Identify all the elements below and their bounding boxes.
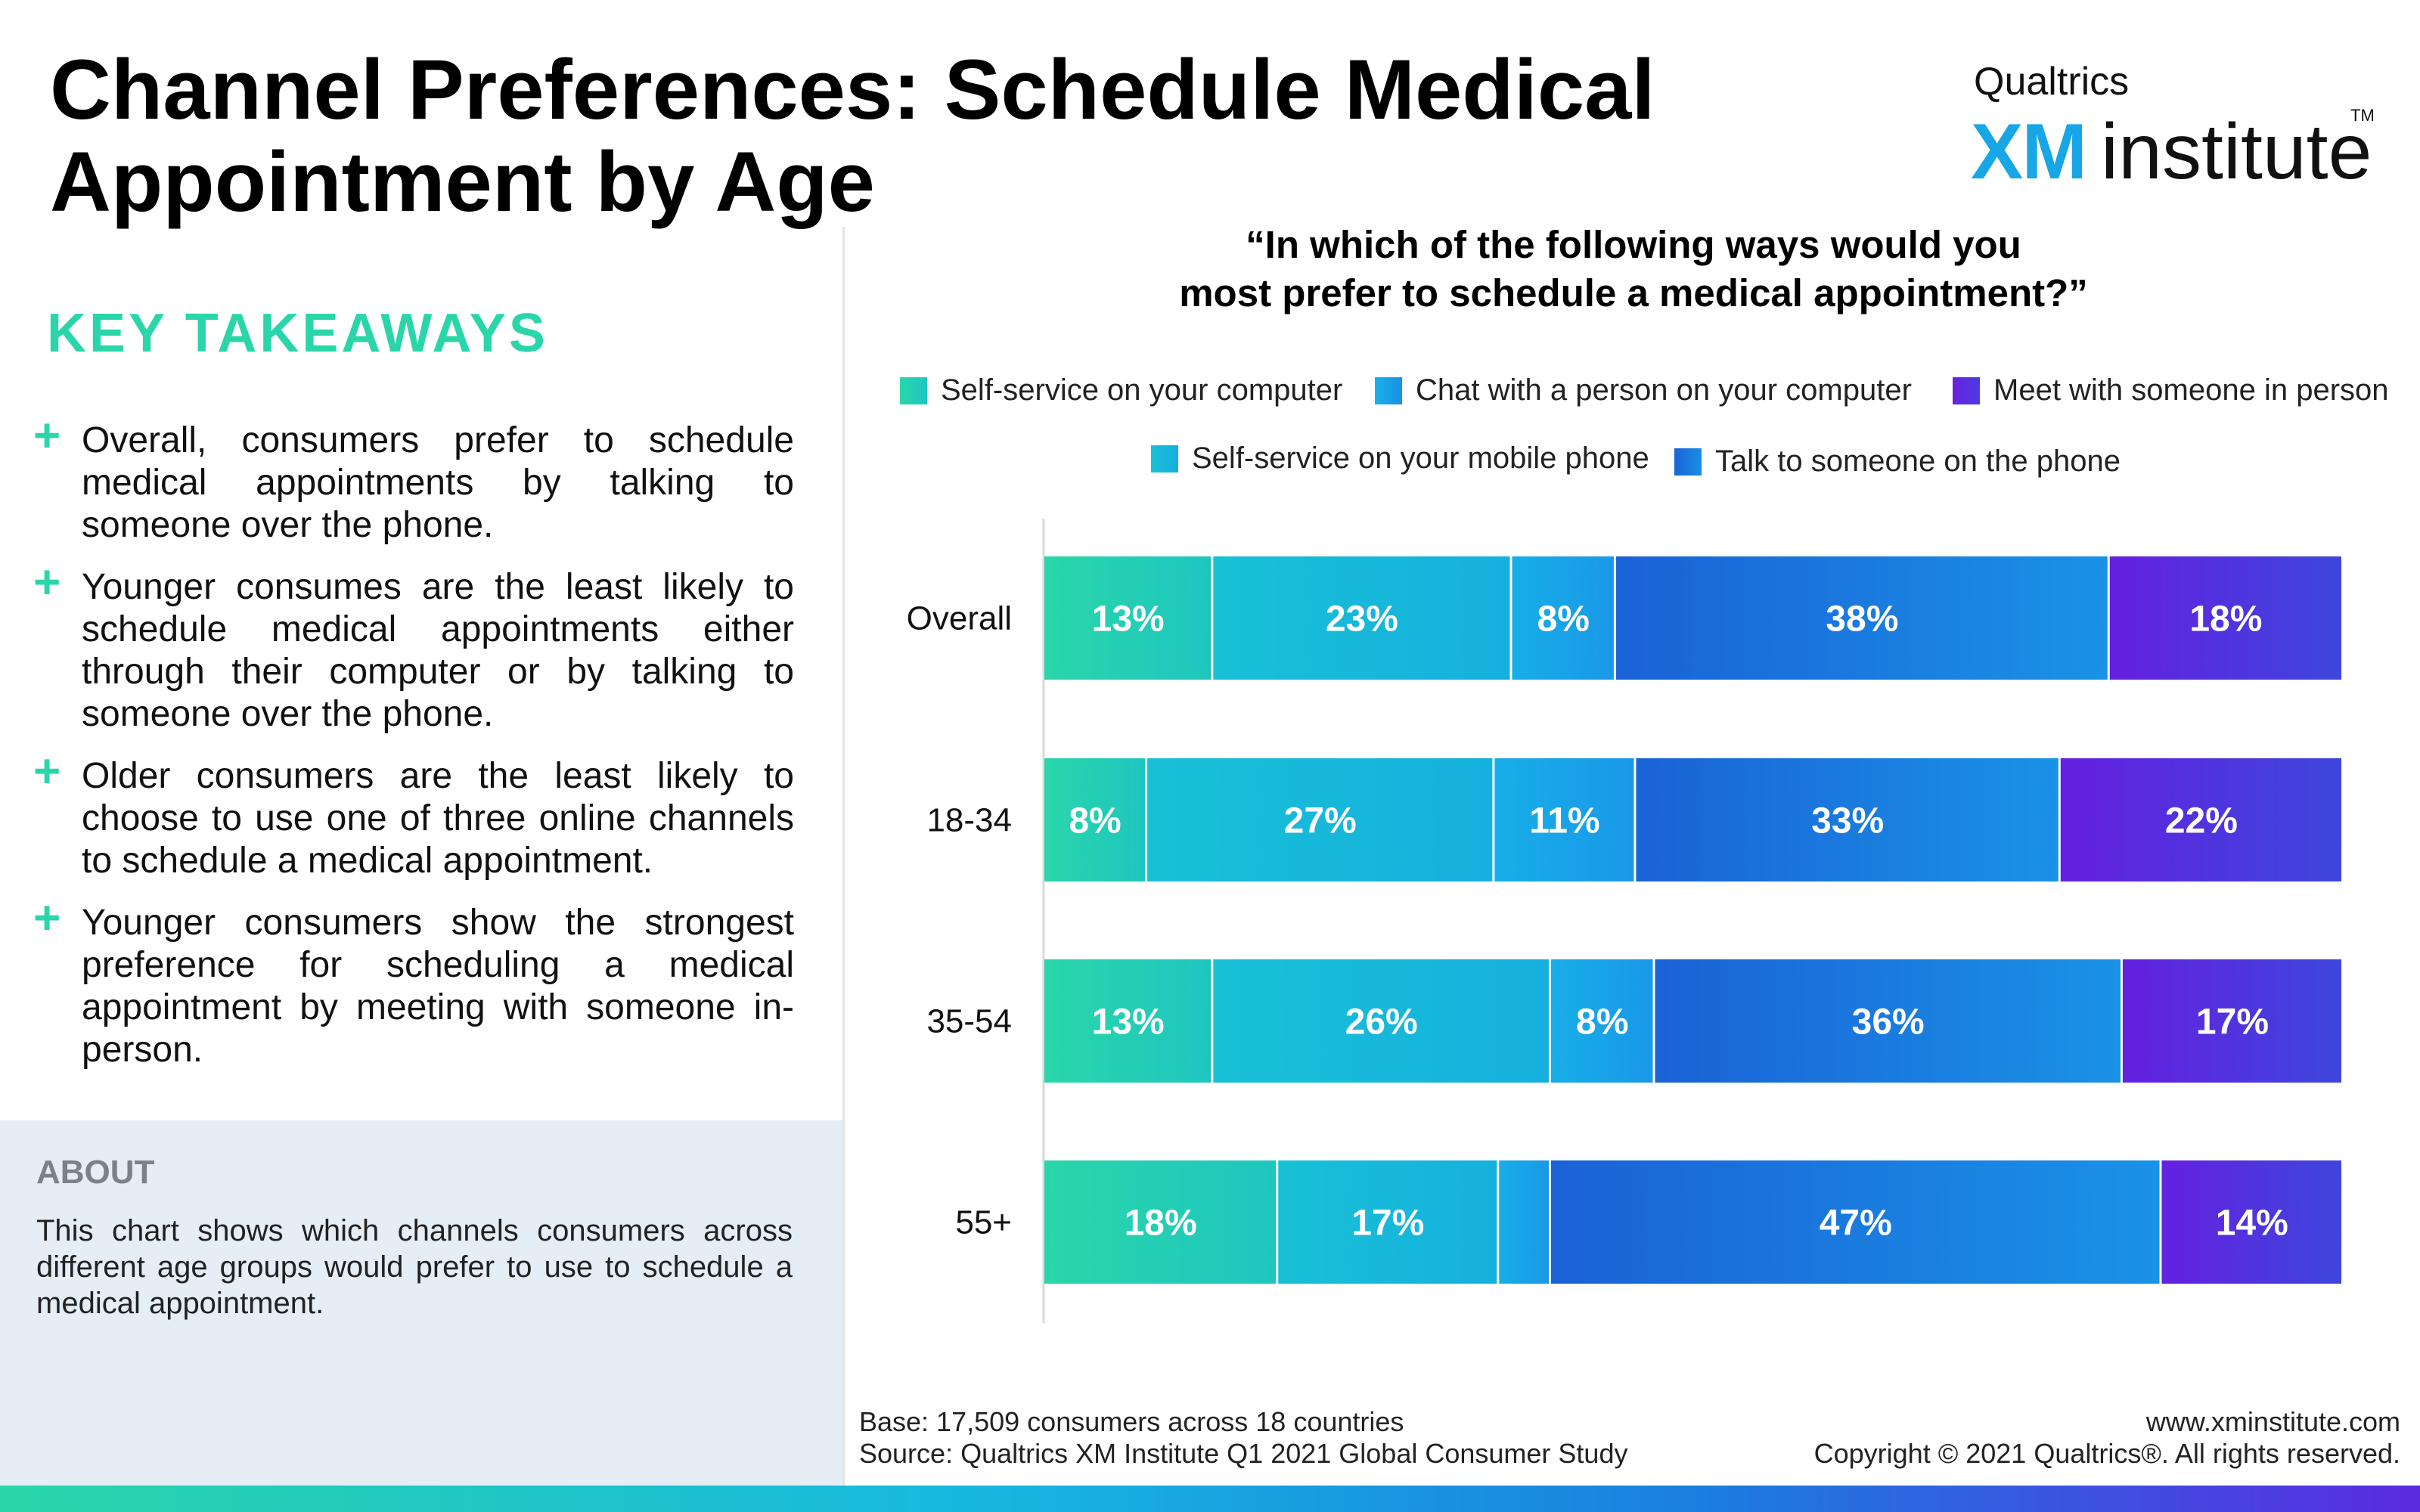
data-label: 36%	[1852, 1002, 1925, 1043]
bar-segment	[1213, 959, 1550, 1083]
data-label: 14%	[2216, 1204, 2288, 1244]
legend-swatch	[1674, 448, 1702, 476]
data-label: 22%	[2165, 801, 2238, 841]
bar-segment	[2122, 959, 2341, 1083]
bar-segment	[1044, 1160, 1277, 1284]
legend-label: Meet with someone in person	[1993, 373, 2389, 407]
legend-swatch	[900, 377, 927, 404]
bar-segment	[2060, 758, 2341, 881]
data-label: 11%	[1529, 801, 1599, 841]
xm-institute-logo: Qualtrics XM institute TM	[1971, 59, 2375, 196]
category-label: 55+	[955, 1204, 1012, 1241]
takeaway-text: Younger consumers show the strongest pre…	[82, 903, 794, 1070]
data-label: 18%	[2189, 600, 2262, 640]
key-takeaways-list: + Overall, consumers prefer to schedule m…	[33, 413, 794, 1091]
takeaway-text: Younger consumes are the least likely to…	[82, 567, 794, 734]
takeaway-text: Older consumers are the least likely to …	[82, 756, 794, 881]
bar-segment	[1147, 758, 1493, 881]
logo-qualtrics-text: Qualtrics	[1974, 60, 2130, 104]
bar-segment	[1655, 959, 2121, 1083]
footer-website: www.xminstitute.com	[2145, 1406, 2400, 1437]
plus-icon: +	[33, 892, 61, 944]
data-label: 8%	[1576, 1002, 1628, 1043]
data-label: 13%	[1092, 600, 1165, 640]
data-label: 33%	[1811, 801, 1884, 841]
bar-segment	[1044, 959, 1212, 1083]
bar-segment	[1512, 556, 1614, 680]
takeaway-item: + Younger consumes are the least likely t…	[33, 559, 794, 736]
footer-base: Base: 17,509 consumers across 18 countri…	[859, 1406, 1404, 1437]
bar-segment	[1615, 556, 2108, 680]
legend-item-meet-in-person: Meet with someone in person	[1953, 373, 2389, 407]
bar-segment	[1551, 1160, 2160, 1284]
chart-question: “In which of the following ways would yo…	[1028, 221, 2238, 318]
bar-segment	[1499, 1160, 1550, 1284]
category-label: 35-54	[926, 1003, 1012, 1040]
bar-segment	[1494, 758, 1634, 881]
legend-label: Self-service on your mobile phone	[1192, 442, 1649, 475]
plus-icon: +	[33, 745, 61, 798]
footer-source: Base: 17,509 consumers across 18 countri…	[859, 1406, 1627, 1470]
about-text: This chart shows which channels consumer…	[36, 1214, 793, 1320]
takeaway-text: Overall, consumers prefer to schedule me…	[82, 420, 794, 545]
legend-item-self-service-computer: Self-service on your computer	[900, 373, 1342, 407]
key-takeaways-heading: KEY TAKEAWAYS	[47, 303, 548, 364]
legend-item-self-service-mobile: Self-service on your mobile phone	[1151, 442, 1649, 476]
legend-swatch	[1953, 377, 1980, 404]
data-label: 18%	[1125, 1204, 1197, 1244]
logo-trademark: TM	[2350, 106, 2375, 125]
legend-swatch	[1375, 377, 1402, 404]
data-label: 47%	[1820, 1204, 1892, 1244]
legend-label: Self-service on your computer	[941, 373, 1343, 407]
bar-segment	[1044, 556, 1212, 680]
data-label: 17%	[2196, 1002, 2269, 1043]
data-label: 38%	[1826, 600, 1898, 640]
plus-icon: +	[33, 556, 61, 609]
takeaway-item: + Younger consumers show the strongest pr…	[33, 895, 794, 1071]
takeaway-item: + Overall, consumers prefer to schedule m…	[33, 413, 794, 547]
bottom-gradient-bar	[0, 1486, 2420, 1512]
data-label: 17%	[1351, 1204, 1424, 1244]
about-panel: ABOUT This chart shows which channels co…	[0, 1120, 842, 1486]
bar-segment	[2109, 556, 2341, 680]
category-label: Overall	[907, 600, 1012, 637]
question-line-1: “In which of the following ways would yo…	[1246, 223, 2021, 266]
data-label: 13%	[1092, 1002, 1165, 1043]
category-label: 18-34	[926, 802, 1012, 839]
logo-institute-text: institute	[2101, 108, 2372, 196]
data-label: 8%	[1069, 801, 1121, 841]
page-title: Channel Preferences: Schedule Medical Ap…	[50, 42, 1655, 229]
section-divider	[842, 227, 845, 1486]
about-heading: ABOUT	[36, 1154, 155, 1191]
logo-xm-text: XM	[1971, 108, 2087, 196]
legend-item-chat-computer: Chat with a person on your computer	[1375, 373, 1912, 407]
legend-swatch	[1151, 445, 1178, 472]
plus-icon: +	[33, 410, 61, 462]
question-line-2: most prefer to schedule a medical appoin…	[1179, 271, 2088, 314]
bar-segment	[1278, 1160, 1497, 1284]
bar-segment	[1636, 758, 2059, 881]
bar-segment	[1213, 556, 1510, 680]
legend-label: Talk to someone on the phone	[1715, 445, 2121, 478]
takeaway-item: + Older consumers are the least likely to…	[33, 748, 794, 882]
footer-copyright-line: Copyright © 2021 Qualtrics®. All rights …	[1813, 1438, 2400, 1469]
data-label: 8%	[1537, 600, 1590, 640]
legend-label: Chat with a person on your computer	[1416, 373, 1912, 407]
footer-copyright: www.xminstitute.com Copyright © 2021 Qua…	[1814, 1406, 2400, 1470]
data-label: 27%	[1284, 801, 1357, 841]
data-label: 23%	[1326, 600, 1398, 640]
bar-segment	[1551, 959, 1653, 1083]
bar-segment	[2161, 1160, 2341, 1284]
legend-item-talk-phone: Talk to someone on the phone	[1674, 445, 2121, 479]
chart-bars: Overall 13% 23% 8% 38% 18% 18-34 8% 27% 11% 33% 22%…	[907, 556, 2341, 1284]
footer-source-line: Source: Qualtrics XM Institute Q1 2021 G…	[859, 1438, 1628, 1469]
bar-segment	[1044, 758, 1146, 881]
data-label: 26%	[1345, 1002, 1418, 1043]
